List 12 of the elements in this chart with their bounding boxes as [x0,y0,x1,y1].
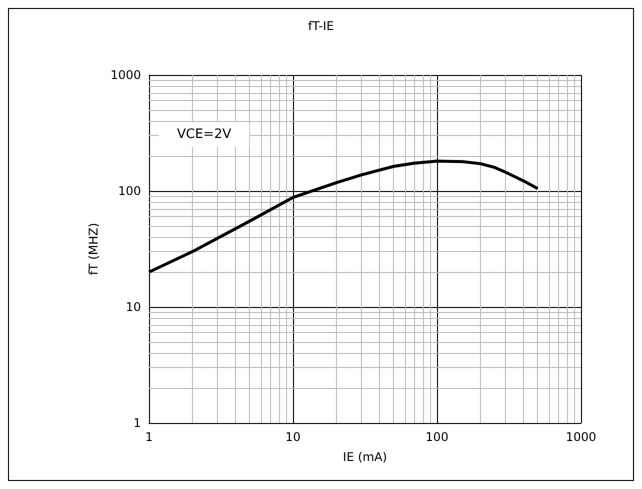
x-tick-label: 100 [426,430,448,444]
y-tick-label: 1 [133,416,141,430]
y-tick-label: 10 [126,300,141,314]
y-tick-label: 1000 [110,68,141,82]
x-tick-label: 10 [285,430,301,444]
y-tick-label: 100 [118,184,141,198]
y-axis-title: fT (MHZ) [86,222,101,276]
x-axis-title: IE (mA) [342,450,388,464]
x-tick-label: 1000 [566,430,596,444]
x-tick-label: 1 [145,430,153,444]
annotation: VCE=2V [177,127,232,142]
chart-title: fT-IE [308,19,334,33]
